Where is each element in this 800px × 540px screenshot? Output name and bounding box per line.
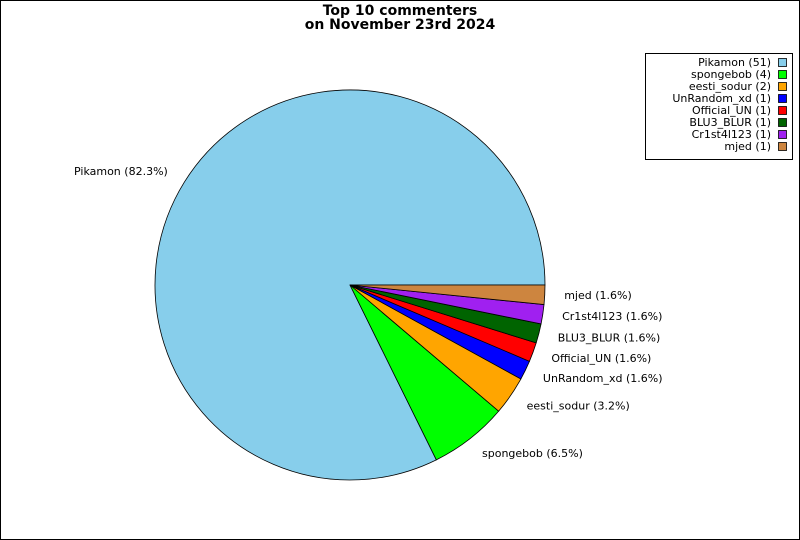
slice-label: spongebob (6.5%): [482, 447, 583, 460]
legend-label: UnRandom_xd (1): [672, 92, 771, 105]
legend-label: eesti_sodur (2): [689, 80, 771, 93]
legend-swatch: [778, 142, 787, 151]
slice-label: BLU3_BLUR (1.6%): [558, 331, 661, 344]
chart-title: Top 10 commenters: [323, 3, 478, 19]
slice-label: eesti_sodur (3.2%): [527, 400, 630, 413]
legend-label: spongebob (4): [691, 68, 771, 81]
legend-swatch: [778, 70, 787, 79]
legend-swatch: [778, 118, 787, 127]
legend-swatch: [778, 106, 787, 115]
legend-label: BLU3_BLUR (1): [689, 116, 771, 129]
slice-label: Cr1st4l123 (1.6%): [562, 310, 662, 323]
legend-swatch: [778, 58, 787, 67]
legend-label: Cr1st4l123 (1): [692, 128, 771, 141]
legend-box: [645, 53, 793, 160]
slice-label: mjed (1.6%): [564, 289, 632, 302]
legend-label: Official_UN (1): [692, 104, 771, 117]
chart-title: on November 23rd 2024: [305, 17, 496, 33]
slice-label: UnRandom_xd (1.6%): [543, 372, 663, 385]
pie-slice: [349, 284, 546, 306]
legend-swatch: [778, 94, 787, 103]
legend-swatch: [778, 130, 787, 139]
slice-label: Pikamon (82.3%): [74, 165, 168, 178]
slice-label: Official_UN (1.6%): [551, 352, 651, 365]
legend-label: mjed (1): [724, 140, 771, 153]
legend-label: Pikamon (51): [698, 56, 771, 69]
legend-swatch: [778, 82, 787, 91]
